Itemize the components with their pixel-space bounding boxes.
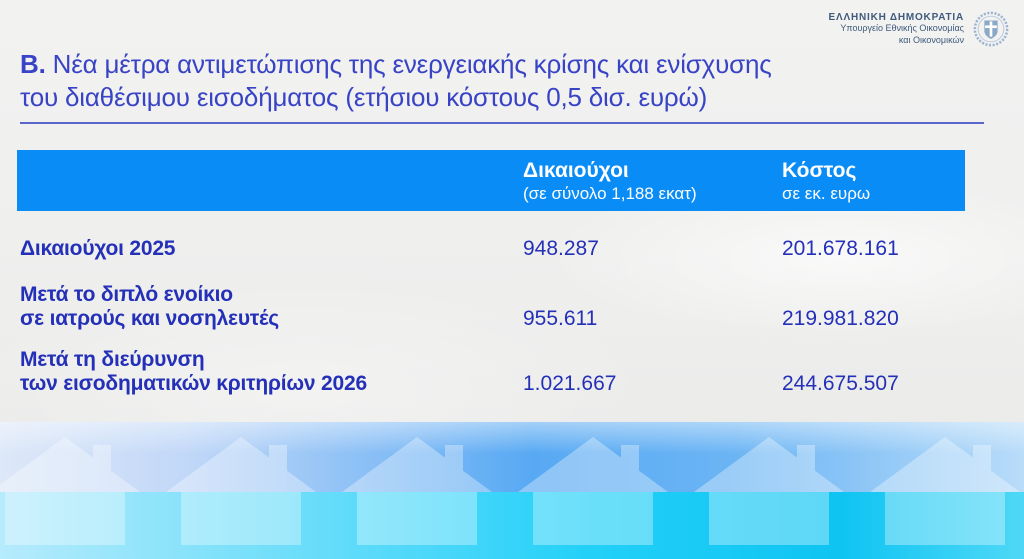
house-icon — [518, 430, 694, 550]
beneficiaries-value: 955.611 — [523, 307, 598, 330]
slide-title-prefix: Β. — [20, 49, 46, 79]
beneficiaries-subtitle: (σε σύνολο 1,188 εκατ) — [523, 184, 697, 203]
gov-header-text: ΕΛΛΗΝΙΚΗ ΔΗΜΟΚΡΑΤΙΑ Υπουργείο Εθνικής Οι… — [829, 12, 964, 46]
house-icon — [870, 430, 1024, 550]
footer-band-light — [0, 422, 1024, 492]
beneficiaries-value: 1.021.667 — [523, 372, 617, 395]
column-header-cost: Κόστος σε εκ. ευρω — [782, 158, 870, 204]
beneficiaries-title: Δικαιούχοι — [523, 159, 629, 182]
house-icon — [694, 430, 870, 550]
table-row: Μετά το διπλό ενοίκιο σε ιατρούς και νοσ… — [20, 283, 964, 331]
cost-subtitle: σε εκ. ευρω — [782, 184, 871, 203]
footer-band-cyan — [0, 492, 1024, 559]
footer-decoration — [0, 422, 1024, 559]
row-label-line1: Μετά το διπλό ενοίκιο — [20, 283, 233, 306]
house-icon — [0, 430, 166, 550]
row-label-line2: σε ιατρούς και νοσηλευτές — [20, 307, 280, 330]
slide-title-line1-text: Νέα μέτρα αντιμετώπισης της ενεργειακής … — [45, 49, 772, 79]
cost-value: 201.678.161 — [782, 237, 899, 260]
row-label: Μετά τη διεύρυνση των εισοδηματικών κριτ… — [20, 348, 523, 396]
house-icon — [342, 430, 518, 550]
row-label-line1: Δικαιούχοι 2025 — [20, 237, 176, 260]
table-header-bar: Δικαιούχοι (σε σύνολο 1,188 εκατ) Κόστος… — [17, 150, 965, 211]
beneficiaries-value: 948.287 — [523, 237, 599, 260]
slide-title: Β. Νέα μέτρα αντιμετώπισης της ενεργειακ… — [20, 48, 980, 114]
greek-coat-of-arms-icon — [973, 11, 1009, 47]
title-divider — [20, 122, 984, 124]
row-label: Μετά το διπλό ενοίκιο σε ιατρούς και νοσ… — [20, 283, 523, 331]
house-icon — [166, 430, 342, 550]
table-row: Μετά τη διεύρυνση των εισοδηματικών κριτ… — [20, 348, 964, 396]
house-row — [0, 430, 1024, 552]
row-label-line2: των εισοδηματικών κριτηρίων 2026 — [20, 372, 367, 395]
slide-title-line1: Β. Νέα μέτρα αντιμετώπισης της ενεργειακ… — [20, 48, 980, 81]
row-label-line1: Μετά τη διεύρυνση — [20, 348, 205, 371]
gov-header: ΕΛΛΗΝΙΚΗ ΔΗΜΟΚΡΑΤΙΑ Υπουργείο Εθνικής Οι… — [829, 10, 1010, 48]
gov-ministry-line2: και Οικονομικών — [898, 34, 964, 45]
slide-title-line2: του διαθέσιμου εισοδήματος (ετήσιου κόστ… — [20, 82, 708, 112]
gov-ministry-line1: Υπουργείο Εθνικής Οικονομίας — [840, 23, 964, 34]
row-label: Δικαιούχοι 2025 — [20, 237, 523, 261]
column-header-beneficiaries: Δικαιούχοι (σε σύνολο 1,188 εκατ) — [523, 158, 697, 204]
cost-value: 219.981.820 — [782, 307, 899, 330]
cost-title: Κόστος — [782, 159, 857, 182]
cost-value: 244.675.507 — [782, 372, 899, 395]
gov-name: ΕΛΛΗΝΙΚΗ ΔΗΜΟΚΡΑΤΙΑ — [828, 12, 964, 24]
table-row: Δικαιούχοι 2025 948.287 201.678.161 — [20, 237, 964, 261]
